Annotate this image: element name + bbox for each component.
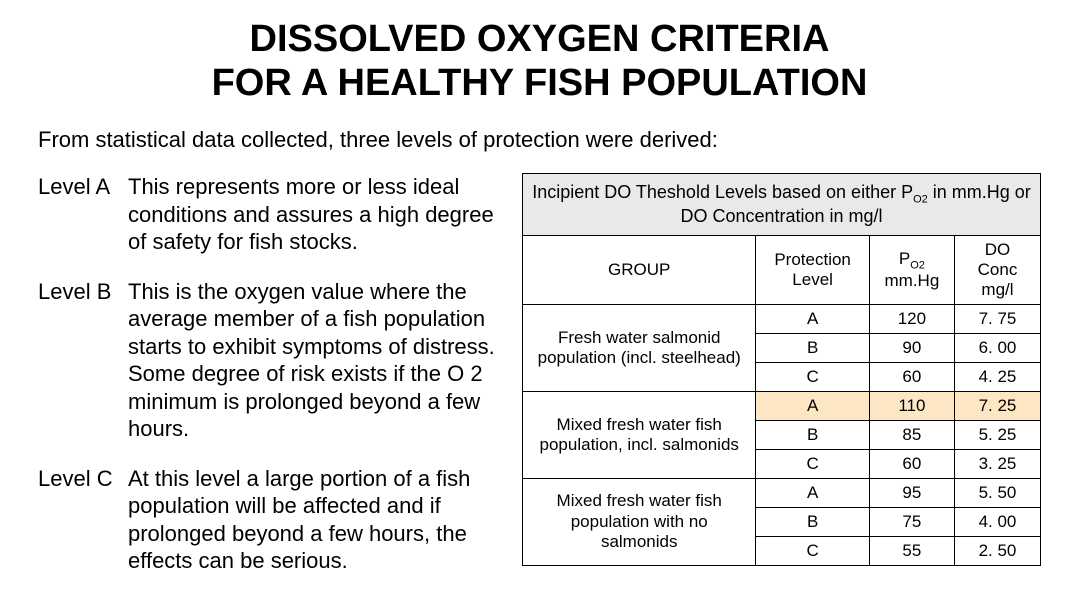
title-line-2: FOR A HEALTHY FISH POPULATION	[212, 62, 868, 104]
col-po2: PO2 mm.Hg	[869, 235, 954, 304]
table-header-row: GROUP Protection Level PO2 mm.Hg DO Conc…	[523, 235, 1041, 304]
content-row: Level A This represents more or less ide…	[38, 173, 1041, 597]
protection-level-cell: C	[756, 362, 869, 391]
page-title: DISSOLVED OXYGEN CRITERIA FOR A HEALTHY …	[38, 18, 1041, 105]
level-a-desc: This represents more or less ideal condi…	[128, 173, 498, 256]
do-conc-cell: 3. 25	[954, 449, 1040, 478]
group-cell: Mixed fresh water fish population with n…	[523, 478, 756, 565]
level-b-block: Level B This is the oxygen value where t…	[38, 278, 498, 443]
po2-cell: 60	[869, 362, 954, 391]
protection-level-cell: A	[756, 304, 869, 333]
do-conc-cell: 2. 50	[954, 536, 1040, 565]
do-threshold-table: Incipient DO Theshold Levels based on ei…	[522, 173, 1041, 566]
do-conc-cell: 4. 00	[954, 507, 1040, 536]
po2-cell: 110	[869, 391, 954, 420]
do-conc-cell: 5. 25	[954, 420, 1040, 449]
po2-cell: 90	[869, 333, 954, 362]
protection-level-cell: A	[756, 478, 869, 507]
table-row: Fresh water salmonid population (incl. s…	[523, 304, 1041, 333]
level-c-desc: At this level a large portion of a fish …	[128, 465, 498, 575]
level-descriptions: Level A This represents more or less ide…	[38, 173, 498, 597]
protection-level-cell: A	[756, 391, 869, 420]
do-conc-cell: 4. 25	[954, 362, 1040, 391]
do-conc-cell: 6. 00	[954, 333, 1040, 362]
group-cell: Mixed fresh water fish population, incl.…	[523, 391, 756, 478]
level-a-block: Level A This represents more or less ide…	[38, 173, 498, 256]
title-line-1: DISSOLVED OXYGEN CRITERIA	[250, 18, 830, 60]
protection-level-cell: C	[756, 536, 869, 565]
level-a-label: Level A	[38, 173, 128, 256]
table-container: Incipient DO Theshold Levels based on ei…	[522, 173, 1041, 566]
protection-level-cell: B	[756, 420, 869, 449]
protection-level-cell: B	[756, 507, 869, 536]
table-row: Mixed fresh water fish population with n…	[523, 478, 1041, 507]
protection-level-cell: C	[756, 449, 869, 478]
col-do: DO Conc mg/l	[954, 235, 1040, 304]
table-title-row: Incipient DO Theshold Levels based on ei…	[523, 174, 1041, 236]
col-group: GROUP	[523, 235, 756, 304]
group-cell: Fresh water salmonid population (incl. s…	[523, 304, 756, 391]
po2-cell: 120	[869, 304, 954, 333]
level-b-desc: This is the oxygen value where the avera…	[128, 278, 498, 443]
level-c-block: Level C At this level a large portion of…	[38, 465, 498, 575]
intro-text: From statistical data collected, three l…	[38, 127, 1041, 153]
po2-cell: 75	[869, 507, 954, 536]
table-row: Mixed fresh water fish population, incl.…	[523, 391, 1041, 420]
level-c-label: Level C	[38, 465, 128, 575]
po2-cell: 95	[869, 478, 954, 507]
po2-cell: 85	[869, 420, 954, 449]
po2-cell: 60	[869, 449, 954, 478]
do-conc-cell: 7. 75	[954, 304, 1040, 333]
do-conc-cell: 5. 50	[954, 478, 1040, 507]
protection-level-cell: B	[756, 333, 869, 362]
col-protection: Protection Level	[756, 235, 869, 304]
level-b-label: Level B	[38, 278, 128, 443]
table-title-cell: Incipient DO Theshold Levels based on ei…	[523, 174, 1041, 236]
do-conc-cell: 7. 25	[954, 391, 1040, 420]
po2-cell: 55	[869, 536, 954, 565]
